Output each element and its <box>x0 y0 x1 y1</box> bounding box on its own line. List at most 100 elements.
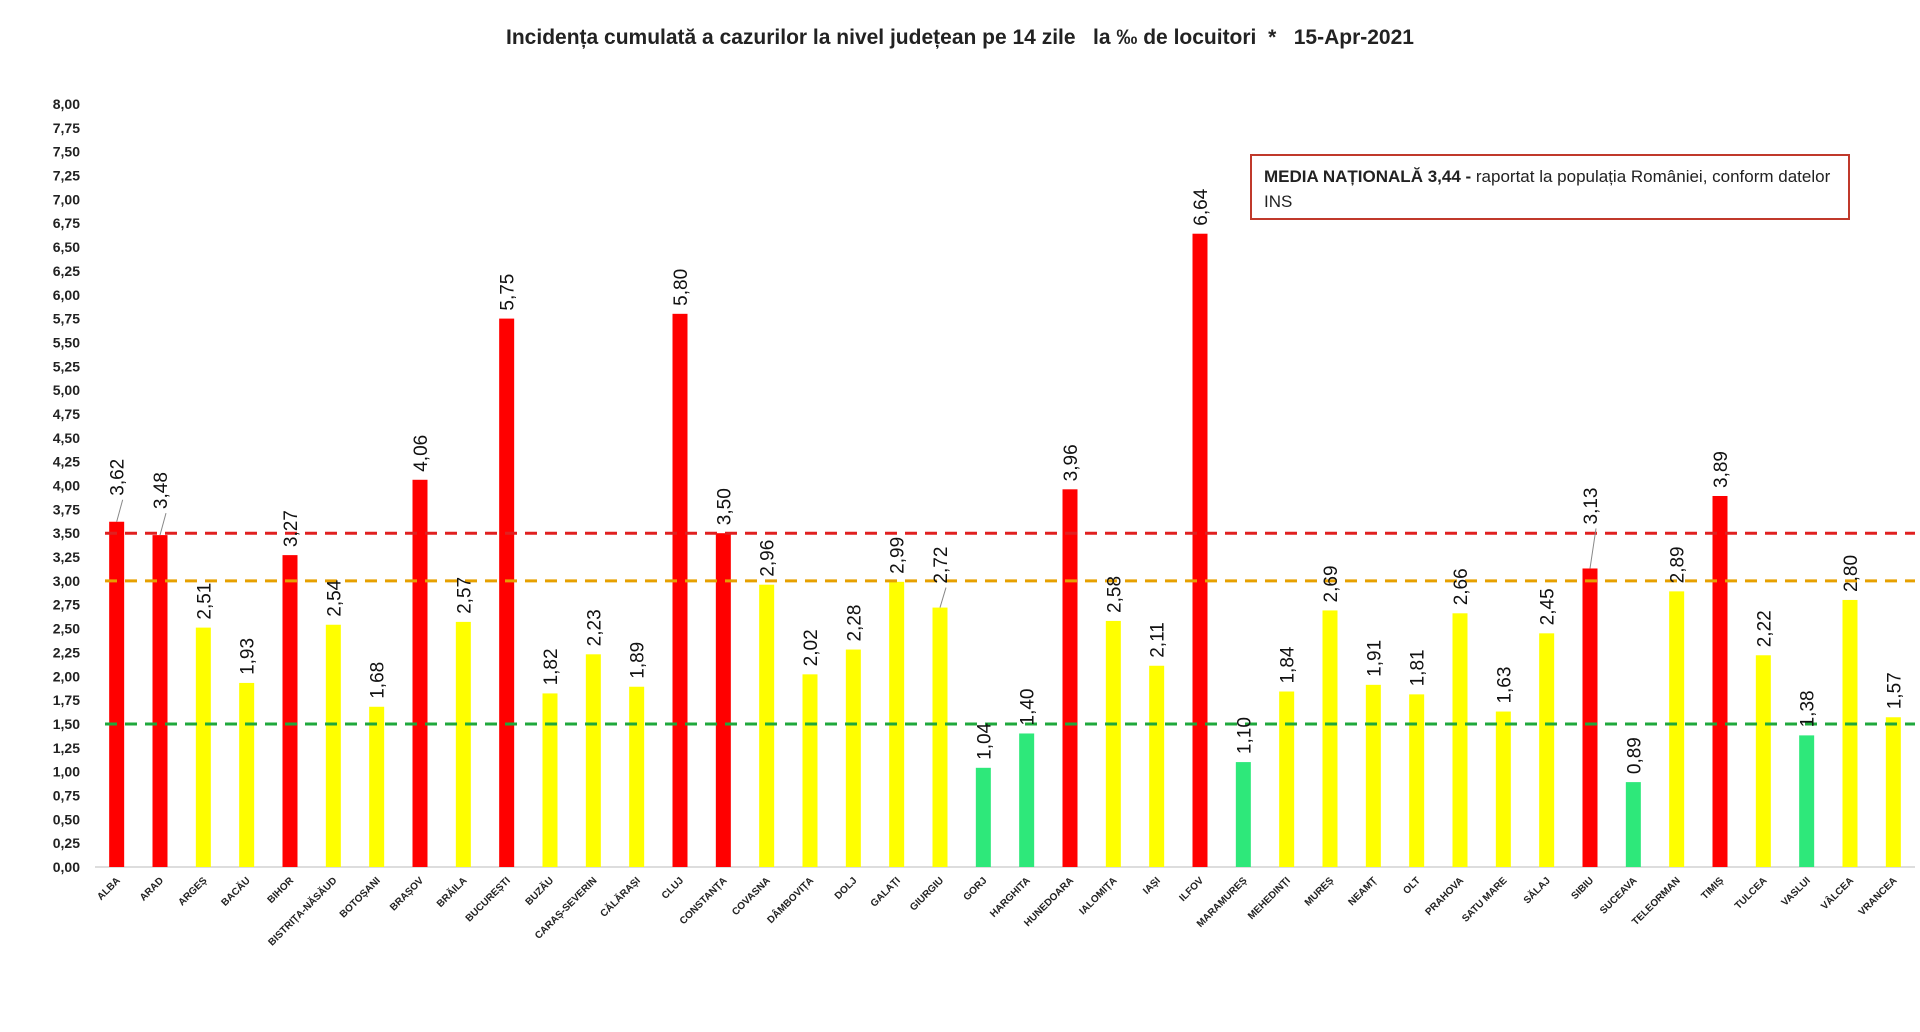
value-label: 3,89 <box>1711 451 1732 488</box>
y-tick-label: 7,50 <box>53 144 80 160</box>
value-label: 2,51 <box>194 583 215 620</box>
y-tick-label: 5,25 <box>53 358 80 374</box>
y-tick-label: 3,00 <box>53 573 80 589</box>
category-label: BISTRIȚA-NĂSĂUD <box>265 874 339 948</box>
bar-bistrița-năsăud <box>325 624 341 867</box>
y-tick-label: 2,50 <box>53 621 80 637</box>
value-label: 3,50 <box>714 488 735 525</box>
bar-timiș <box>1712 495 1728 867</box>
bar-giurgiu <box>932 607 948 867</box>
y-tick-label: 4,00 <box>53 478 80 494</box>
category-label: BUZĂU <box>522 874 556 908</box>
bar-gorj <box>975 767 991 867</box>
value-label: 1,10 <box>1234 717 1255 754</box>
category-label: ILFOV <box>1178 875 1207 904</box>
bar-hunedoara <box>1062 489 1078 867</box>
category-label: SĂLAJ <box>1520 874 1552 906</box>
value-label: 3,27 <box>281 510 302 547</box>
category-label: TIMIȘ <box>1699 875 1726 902</box>
value-leader-line <box>159 512 167 536</box>
bar-harghita <box>1019 733 1035 867</box>
value-label: 1,04 <box>974 722 995 759</box>
y-tick-label: 5,75 <box>53 311 80 327</box>
chart-title: Incidența cumulată a cazurilor la nivel … <box>506 26 1414 49</box>
y-tick-label: 0,00 <box>53 859 80 875</box>
y-tick-label: 4,75 <box>53 406 80 422</box>
value-label: 3,48 <box>151 472 172 509</box>
bar-covasna <box>759 584 775 867</box>
category-label: VASLUI <box>1780 875 1813 908</box>
value-label: 2,96 <box>758 540 779 577</box>
bar-tulcea <box>1755 655 1771 867</box>
y-tick-label: 5,00 <box>53 382 80 398</box>
bar-neamț <box>1365 684 1381 867</box>
y-tick-label: 8,00 <box>53 96 80 112</box>
value-label: 1,81 <box>1408 649 1429 686</box>
value-label: 5,80 <box>671 269 692 306</box>
category-label: SUCEAVA <box>1598 875 1639 916</box>
y-tick-label: 3,50 <box>53 525 80 541</box>
y-tick-label: 1,50 <box>53 716 80 732</box>
value-label: 2,89 <box>1668 546 1689 583</box>
category-label: BACĂU <box>218 874 253 909</box>
value-label: 2,66 <box>1451 568 1472 605</box>
value-leader-line <box>939 587 947 608</box>
national-average-text: raportat la populația României, conform … <box>1264 167 1831 211</box>
bar-călărași <box>629 686 645 867</box>
value-label: 2,69 <box>1321 565 1342 602</box>
bar-dolj <box>845 649 861 867</box>
y-tick-label: 6,75 <box>53 215 80 231</box>
value-label: 2,22 <box>1754 610 1775 647</box>
bar-olt <box>1409 694 1425 867</box>
y-tick-label: 2,25 <box>53 644 80 660</box>
bar-dâmbovița <box>802 674 818 867</box>
value-label: 0,89 <box>1624 737 1645 774</box>
value-label: 1,93 <box>238 638 259 675</box>
y-tick-label: 0,50 <box>53 811 80 827</box>
value-label: 2,28 <box>844 605 865 642</box>
y-tick-label: 7,00 <box>53 191 80 207</box>
y-tick-label: 3,75 <box>53 501 80 517</box>
bar-mehedinți <box>1279 691 1295 867</box>
category-label: SIBIU <box>1569 875 1596 902</box>
value-label: 1,57 <box>1884 672 1905 709</box>
value-label: 3,62 <box>108 459 129 496</box>
y-tick-label: 5,50 <box>53 334 80 350</box>
y-tick-label: 2,00 <box>53 668 80 684</box>
bar-mureș <box>1322 610 1338 867</box>
value-label: 1,91 <box>1364 640 1385 677</box>
bar-satu mare <box>1495 711 1511 867</box>
y-tick-label: 1,25 <box>53 740 80 756</box>
bar-teleorman <box>1669 591 1685 867</box>
bar-argeș <box>195 627 211 867</box>
y-tick-label: 7,25 <box>53 168 80 184</box>
bar-maramureș <box>1235 762 1251 867</box>
category-label: GORJ <box>962 875 990 903</box>
bar-caraș-severin <box>585 654 601 867</box>
y-tick-label: 1,00 <box>53 764 80 780</box>
bar-iași <box>1149 665 1165 867</box>
category-label: CĂLĂRAȘI <box>597 874 643 920</box>
value-leader-line <box>1589 528 1597 569</box>
category-label: DÂMBOVIȚA <box>764 874 816 926</box>
bar-ilfov <box>1192 233 1208 867</box>
value-label: 2,57 <box>454 577 475 614</box>
category-label: MEHEDINȚI <box>1246 875 1293 922</box>
category-label: BRAȘOV <box>388 875 426 913</box>
bar-sălaj <box>1539 633 1555 867</box>
category-label: NEAMȚ <box>1347 875 1380 908</box>
value-label: 2,11 <box>1148 622 1169 658</box>
y-tick-label: 0,75 <box>53 787 80 803</box>
category-label: IALOMIȚA <box>1078 875 1120 917</box>
y-tick-label: 6,50 <box>53 239 80 255</box>
category-label: GIURGIU <box>908 875 946 913</box>
value-label: 2,54 <box>324 579 345 616</box>
category-label: ALBA <box>95 875 122 902</box>
value-label: 2,99 <box>888 537 909 574</box>
bar-bihor <box>282 555 298 867</box>
value-label: 2,58 <box>1104 576 1125 613</box>
category-label: VÂLCEA <box>1818 874 1856 912</box>
bar-buzău <box>542 693 558 867</box>
category-label: HARGHITA <box>988 875 1033 920</box>
